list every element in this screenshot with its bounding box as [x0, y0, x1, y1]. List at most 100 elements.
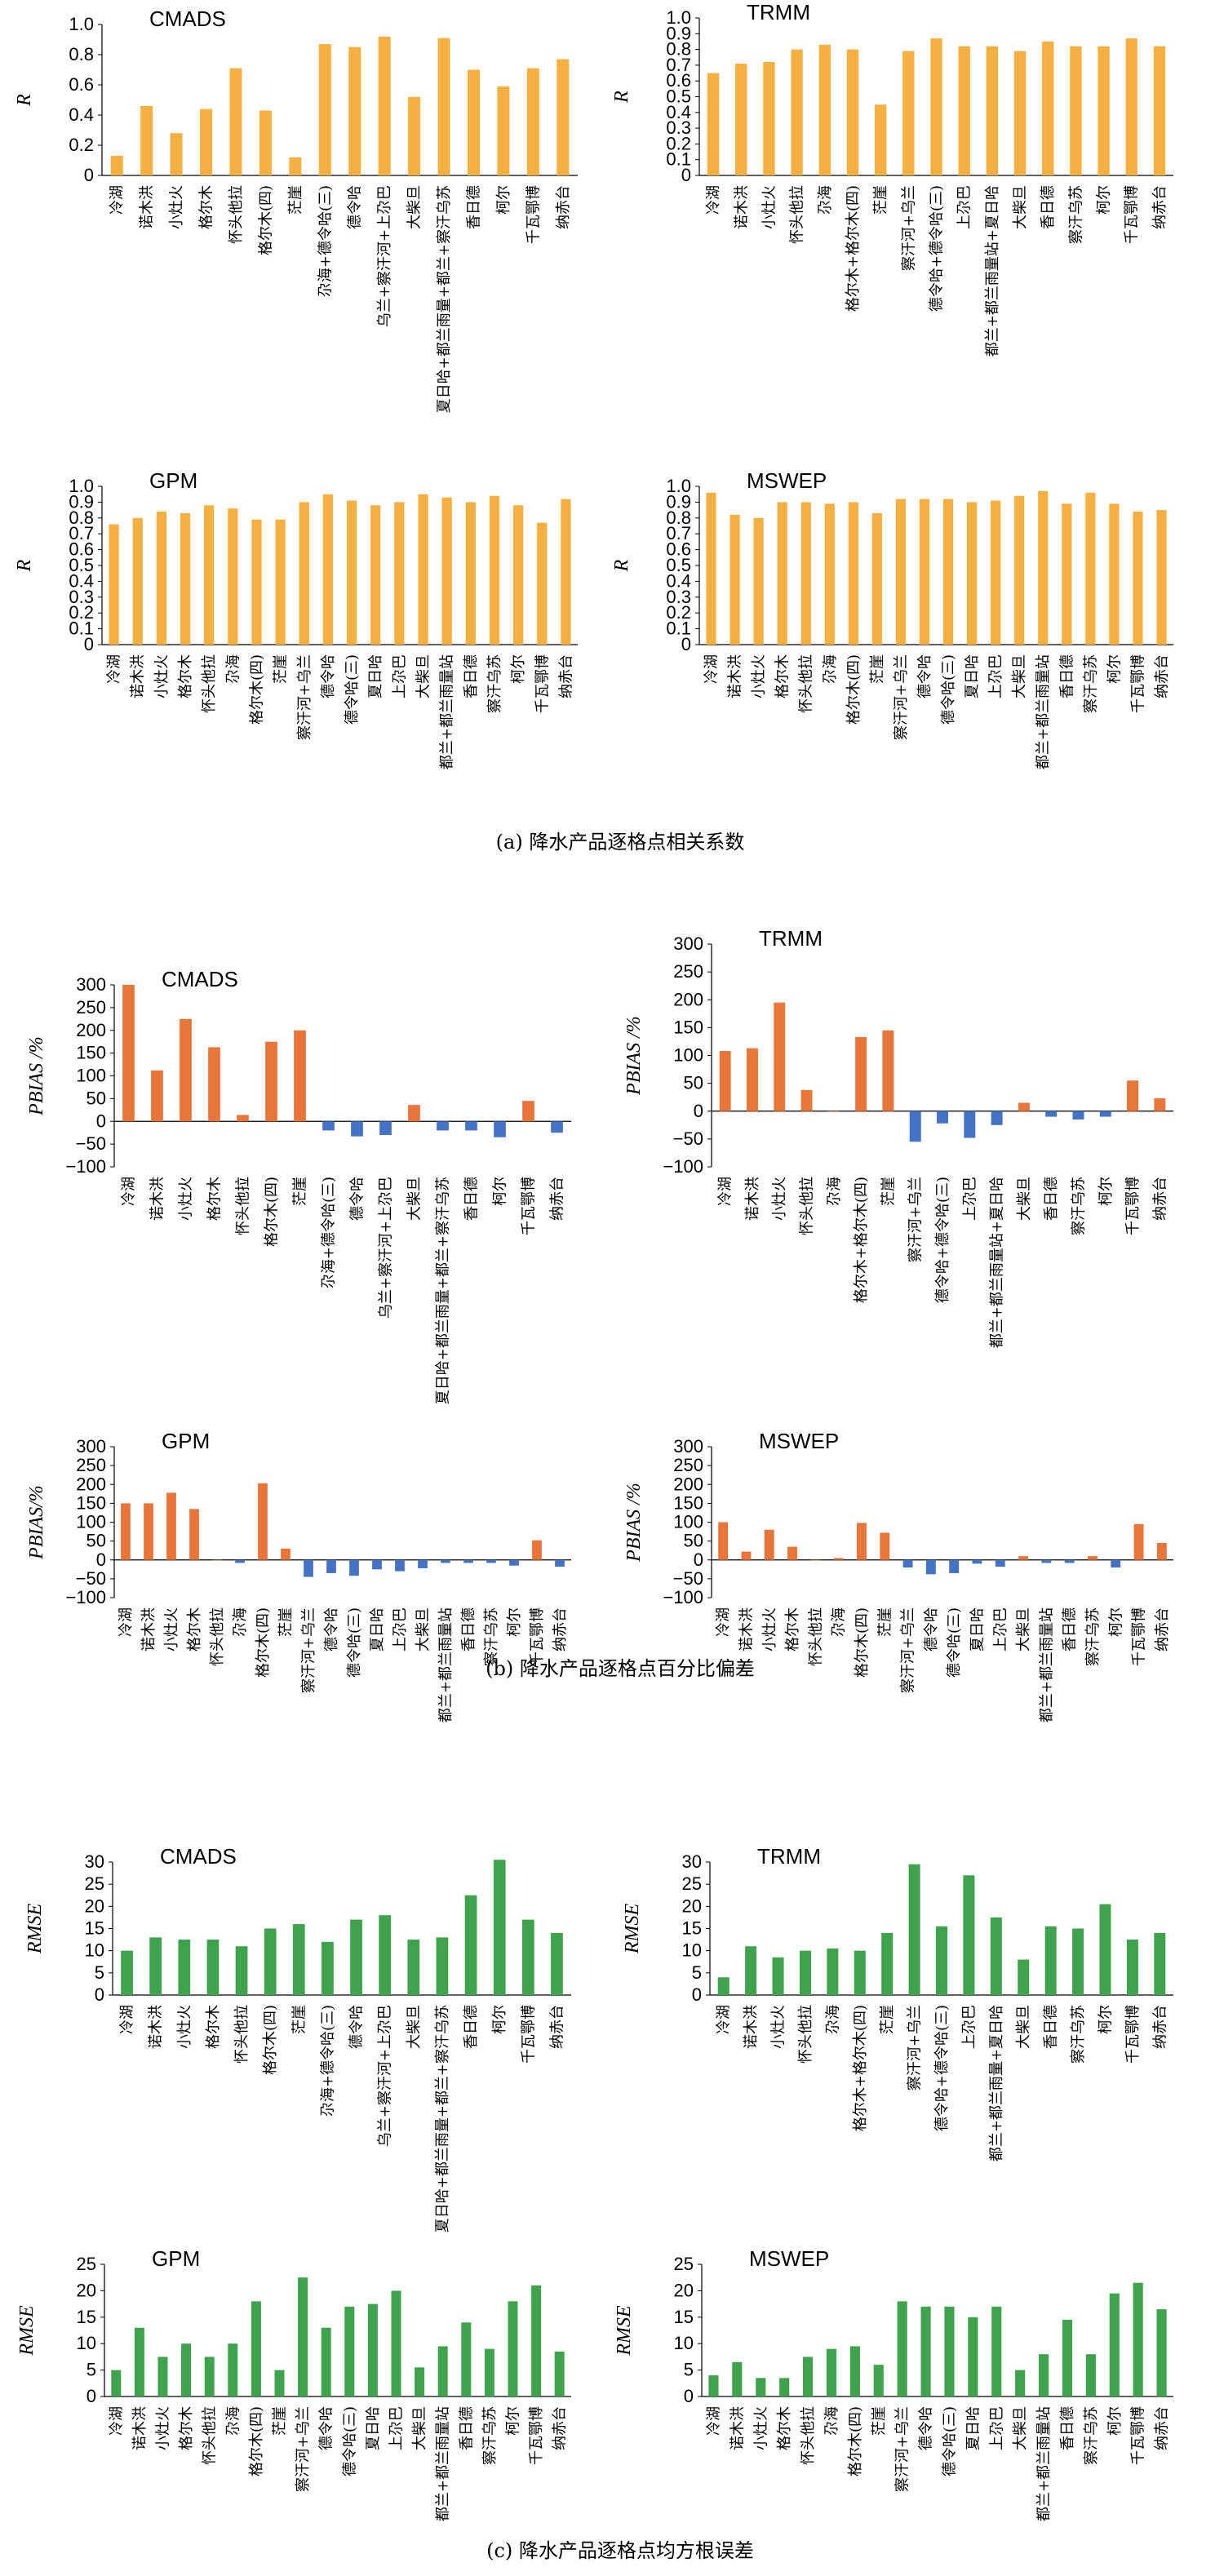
bar [349, 1559, 359, 1576]
x-tick-label: 茫崖 [277, 1607, 295, 1637]
bar [532, 1540, 542, 1560]
bar [1072, 1928, 1084, 1995]
bar [178, 1940, 191, 1995]
x-tick-label: 大柴旦 [406, 185, 424, 229]
bar [351, 1121, 363, 1137]
bar [110, 155, 123, 175]
bar [873, 2365, 884, 2396]
bar [833, 1558, 844, 1560]
x-tick-label: 冷湖 [118, 1607, 135, 1637]
bar [1085, 2354, 1096, 2396]
bar [318, 44, 331, 175]
caption-a: (a) 降水产品逐格点相关系数 [496, 831, 745, 853]
y-tick-label: 15 [85, 1918, 104, 1939]
y-tick-label: 0.6 [69, 539, 94, 560]
bar [208, 1047, 220, 1122]
y-tick-label: 300 [673, 933, 703, 954]
x-tick-label: 德令哈 [918, 2406, 935, 2450]
chart-title: CMADS [160, 1844, 237, 1869]
y-axis-label: RMSE [614, 2305, 635, 2357]
x-tick-label: 千瓦鄂博 [1124, 185, 1141, 244]
x-tick-label: 格尔木+格尔木(四) [853, 1177, 870, 1303]
bar [741, 1551, 752, 1560]
x-tick-label: 上尕巴 [391, 654, 408, 698]
chart-panel: 0 5 10 15 20 25 RMSE MSWEP 冷湖 诺木洪 小灶火 格尔木 怀头他拉 尕海 格尔木(… [614, 2246, 1173, 2521]
y-tick-label: 300 [76, 1436, 106, 1456]
chart-panel: −100 −50 0 50 100 150 200 250 300 PBIAS /% TRMM 冷湖诺… [623, 926, 1173, 1348]
x-tick-label: 上尕巴 [388, 2406, 406, 2450]
bar [1111, 1559, 1121, 1567]
chart-title: GPM [152, 2246, 200, 2271]
y-tick-label: 20 [674, 2280, 694, 2300]
bar [772, 1957, 784, 1995]
x-tick-label: 怀头他拉 [202, 2406, 219, 2465]
bar [299, 502, 309, 645]
bar [1070, 46, 1082, 175]
x-tick-label: 察汗河+乌兰 [295, 2406, 312, 2492]
x-tick-label: 德令哈(三) [341, 2406, 358, 2476]
x-tick-label: 格尔木 [198, 185, 215, 229]
bar [204, 505, 215, 645]
x-tick-label: 小灶火 [751, 654, 768, 698]
x-tick-label: 夏日哈 [369, 1607, 386, 1652]
x-tick-label: 夏日哈 [965, 2406, 982, 2450]
x-tick-label: 茫崖 [879, 2005, 896, 2034]
bar [418, 494, 428, 645]
bar [157, 2357, 168, 2396]
chart-title: MSWEP [759, 1429, 839, 1453]
bar [708, 2375, 719, 2396]
bar [942, 499, 954, 645]
x-tick-label: 德令哈 [318, 2406, 335, 2450]
x-tick-label: 冷湖 [106, 654, 123, 684]
x-tick-label: 柯尔 [505, 2406, 522, 2436]
x-tick-label: 怀头他拉 [797, 2005, 814, 2064]
x-tick-label: 小灶火 [153, 654, 171, 698]
bar [857, 1523, 867, 1560]
bar [561, 499, 571, 645]
y-tick-label: 100 [673, 1045, 703, 1066]
y-tick-label: 20 [682, 1895, 702, 1916]
bar [274, 2370, 285, 2396]
bar [441, 497, 452, 645]
bar [1014, 495, 1025, 645]
x-tick-label: 夏日哈+都兰雨量+都兰+察汗乌苏 [435, 1177, 452, 1404]
x-tick-label: 格尔木(四) [255, 1607, 272, 1678]
bar [1099, 1904, 1111, 1995]
bar [418, 1559, 428, 1568]
x-tick-label: 小灶火 [770, 2005, 787, 2049]
y-tick-label: 0 [694, 1550, 703, 1570]
bar [949, 1559, 960, 1573]
bar [367, 2303, 378, 2396]
x-tick-label: 柯尔 [1106, 2406, 1124, 2436]
x-tick-label: 香日德 [463, 2005, 480, 2049]
y-tick-label: 0 [692, 1984, 702, 2005]
y-tick-label: 0.8 [69, 44, 94, 64]
bar [1099, 1111, 1111, 1117]
bar [437, 1121, 449, 1131]
x-tick-label: 柯尔 [495, 185, 512, 215]
x-tick-label: 千瓦鄂博 [1124, 2005, 1142, 2064]
y-tick-label: 50 [86, 1531, 106, 1551]
bar [204, 2357, 215, 2396]
x-tick-label: 千瓦鄂博 [1124, 1177, 1142, 1235]
bar [968, 2317, 978, 2396]
x-tick-label: 千瓦鄂博 [529, 1607, 546, 1666]
bar [895, 499, 907, 645]
x-tick-label: 怀头他拉 [201, 654, 218, 713]
bar [800, 502, 811, 645]
bar [121, 1503, 131, 1560]
bar [170, 133, 183, 175]
y-tick-label: 50 [684, 1073, 703, 1093]
x-tick-label: 诺木洪 [738, 1607, 755, 1652]
x-tick-label: 都兰+都兰雨量站 [1038, 1607, 1055, 1723]
y-tick-label: 0 [95, 1984, 104, 2005]
bar [437, 2346, 448, 2396]
y-axis-label: PBIAS /% [623, 1483, 645, 1563]
x-tick-label: 都兰+都兰雨量站 [439, 654, 456, 769]
x-tick-label: 察汗河+乌兰 [296, 654, 313, 740]
bar [1154, 1932, 1166, 1995]
